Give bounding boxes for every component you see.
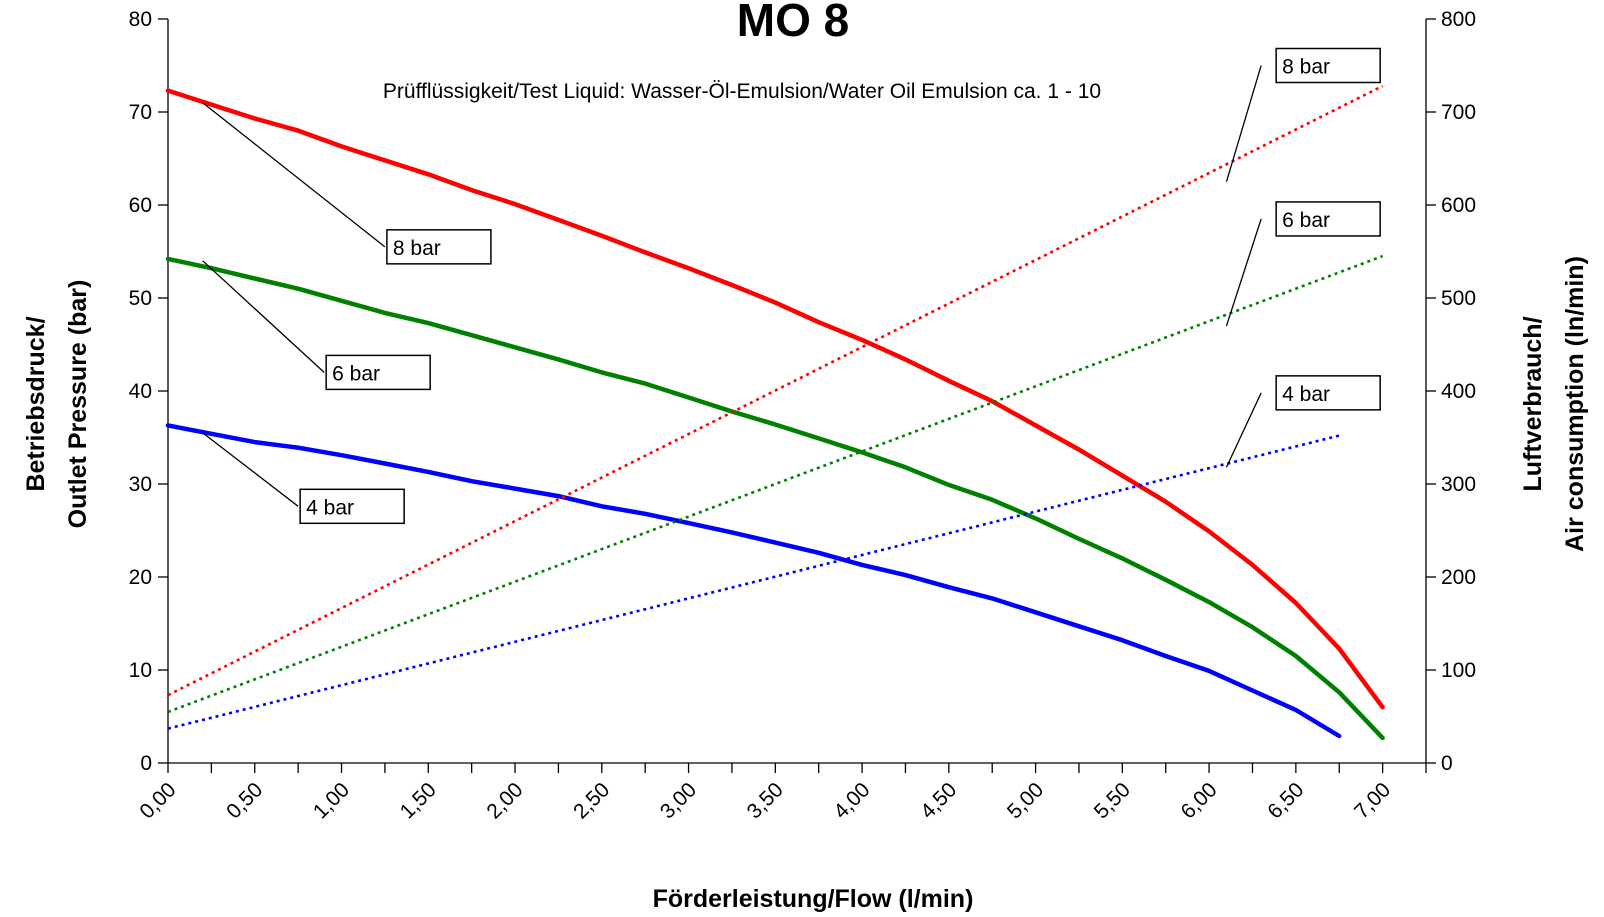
y-right-tick-label: 800 — [1441, 8, 1476, 31]
left-axis-title-line-2: Outlet Pressure (bar) — [64, 280, 92, 529]
series-line-right-4-bar — [167, 434, 1340, 730]
callout-label: 4 bar — [1225, 375, 1381, 468]
x-tick-label: 0,50 — [222, 778, 267, 823]
callout-leader-line — [202, 432, 299, 507]
x-tick-label: 3,00 — [656, 778, 701, 823]
x-tick-label: 1,00 — [309, 778, 354, 823]
y-left-tick-label: 30 — [129, 473, 152, 496]
x-tick-label: 2,00 — [482, 778, 527, 823]
x-tick-label: 1,50 — [396, 778, 441, 823]
series-line-right-6-bar — [167, 254, 1384, 714]
callout-text: 4 bar — [1282, 383, 1330, 406]
x-axis-title: Förderleistung/Flow (l/min) — [653, 885, 974, 913]
series-line-right-8-bar — [167, 84, 1384, 697]
y-right-tick-label: 700 — [1441, 101, 1476, 124]
callout-label: 6 bar — [202, 260, 431, 391]
callout-text: 6 bar — [332, 362, 380, 385]
y-right-tick-label: 400 — [1441, 380, 1476, 403]
x-tick-label: 6,00 — [1176, 778, 1221, 823]
x-tick-label: 5,00 — [1003, 778, 1048, 823]
y-left-tick-label: 60 — [129, 194, 152, 217]
callout-leader-line — [202, 260, 325, 373]
callout-box — [325, 354, 431, 391]
y-left-tick-label: 70 — [129, 101, 152, 124]
callout-box — [1275, 375, 1381, 411]
callout-leader-line — [202, 102, 386, 248]
right-axis-title: Luftverbrauch/ Air consumption (ln/min) — [1519, 256, 1589, 552]
y-left-tick-label: 40 — [129, 380, 152, 403]
callout-leader-line — [1225, 392, 1262, 468]
series-line-left-8-bar — [165, 88, 1385, 710]
y-left-tick-label: 20 — [129, 566, 152, 589]
left-axis-title-line-1: Betriebsdruck/ — [22, 316, 50, 491]
callout-label: 6 bar — [1225, 201, 1381, 327]
x-tick-label: 2,50 — [569, 778, 614, 823]
series-line-left-4-bar — [165, 423, 1342, 739]
callout-label: 8 bar — [202, 102, 492, 265]
y-right-tick-label: 300 — [1441, 473, 1476, 496]
x-tick-label: 4,00 — [829, 778, 874, 823]
chart-title: MO 8 — [737, 0, 849, 46]
chart-subtitle: Prüfflüssigkeit/Test Liquid: Wasser-Öl-E… — [383, 80, 1101, 103]
y-right-tick-label: 200 — [1441, 566, 1476, 589]
callout-text: 6 bar — [1282, 209, 1330, 232]
right-axis-title-line-2: Air consumption (ln/min) — [1561, 256, 1589, 552]
y-left-tick-label: 10 — [129, 659, 152, 682]
callout-leader-line — [1225, 218, 1262, 327]
x-tick-label: 7,00 — [1350, 778, 1395, 823]
series-line-left-6-bar — [165, 256, 1385, 741]
x-tick-label: 5,50 — [1090, 778, 1135, 823]
callout-label: 8 bar — [1225, 47, 1381, 182]
callout-leader-line — [1225, 65, 1262, 182]
left-axis-title: Betriebsdruck/ Outlet Pressure (bar) — [22, 280, 92, 529]
y-right-tick-label: 600 — [1441, 194, 1476, 217]
y-right-tick-label: 0 — [1441, 752, 1453, 775]
right-axis-title-line-1: Luftverbrauch/ — [1519, 316, 1547, 491]
y-left-tick-label: 80 — [129, 8, 152, 31]
callout-text: 4 bar — [306, 496, 354, 519]
callout-box — [299, 488, 405, 525]
callout-text: 8 bar — [1282, 56, 1330, 79]
callout-box — [1275, 47, 1381, 84]
callout-box — [386, 229, 492, 265]
callout-box — [1275, 201, 1381, 237]
annotation-layer: 8 bar 6 bar 4 bar 8 bar 6 bar 4 bar — [202, 47, 1381, 525]
x-tick-label: 3,50 — [743, 778, 788, 823]
x-tick-label: 4,50 — [916, 778, 961, 823]
y-right-tick-label: 100 — [1441, 659, 1476, 682]
y-left-tick-label: 50 — [129, 287, 152, 310]
callout-text: 8 bar — [393, 237, 441, 260]
y-right-tick-label: 500 — [1441, 287, 1476, 310]
x-tick-label: 0,00 — [135, 778, 180, 823]
callout-label: 4 bar — [202, 432, 405, 525]
y-left-tick-label: 0 — [140, 752, 152, 775]
series-layer — [165, 84, 1385, 741]
x-tick-label: 6,50 — [1263, 778, 1308, 823]
